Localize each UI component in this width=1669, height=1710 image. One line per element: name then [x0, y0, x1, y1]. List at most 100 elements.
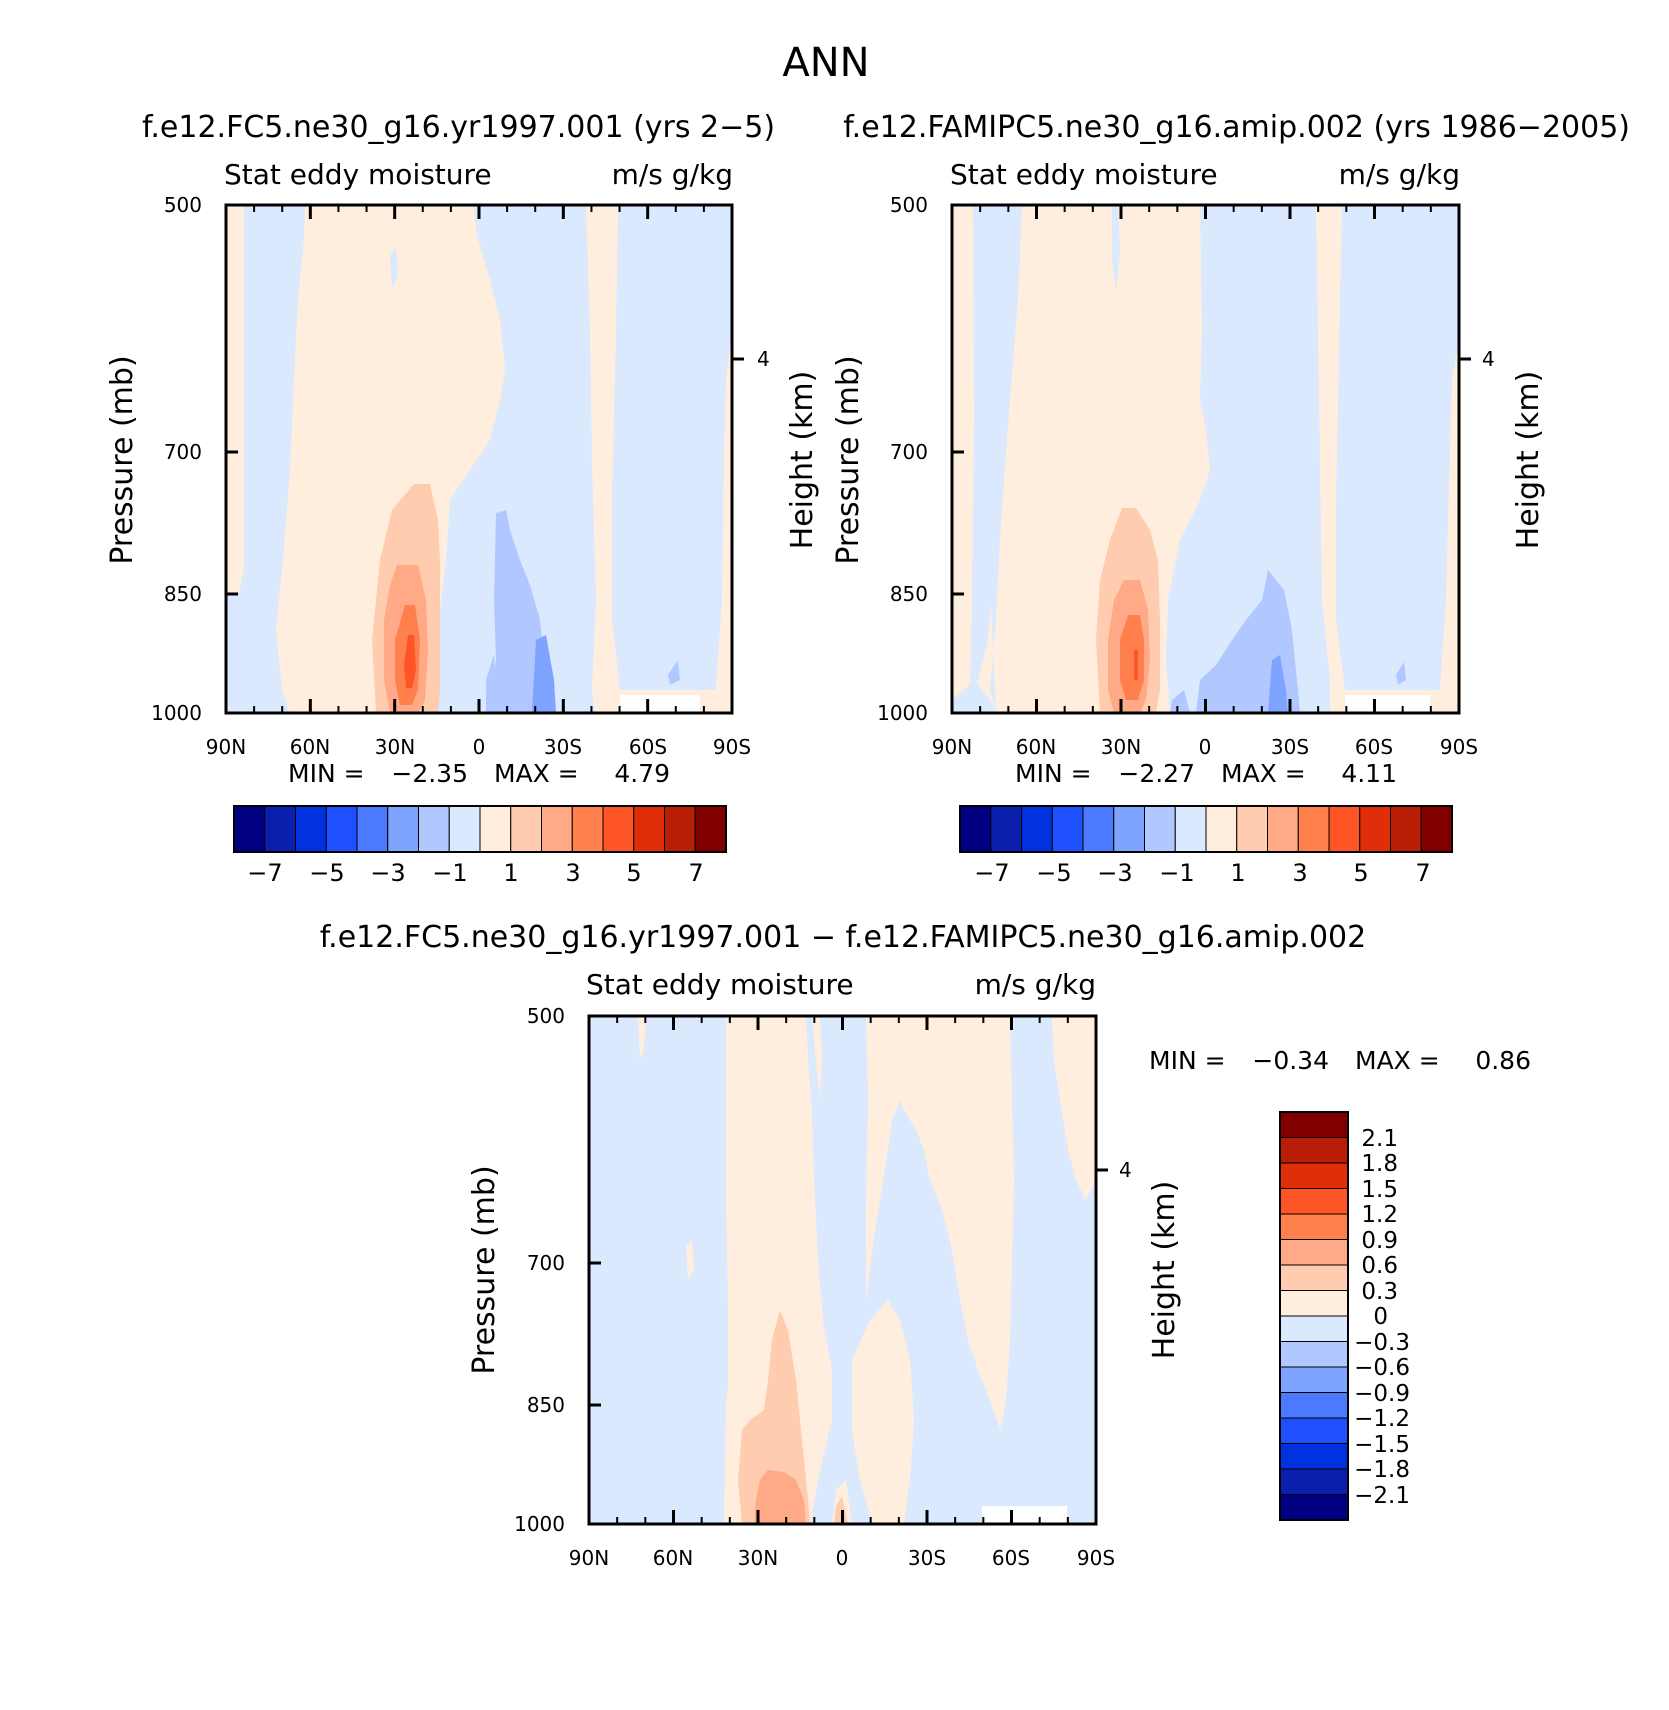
p2-cb-swatch-13 [1328, 805, 1361, 853]
p3-cb-swatch-16 [1279, 1494, 1349, 1521]
p3-cb-swatch-10 [1279, 1341, 1349, 1368]
panel-2-title: f.e12.FAMIPC5.ne30_g16.amip.002 (yrs 198… [843, 110, 1630, 145]
panel-1-ylabel-right: Height (km) [785, 371, 820, 550]
p2-band-neg-right-strip [1390, 205, 1400, 280]
p2-cb-swatch-8 [1174, 805, 1207, 853]
p2-band-neg2-speck [1396, 662, 1406, 685]
p3-cb-swatch-4 [1279, 1188, 1349, 1215]
p1-cb-swatch-3 [295, 805, 327, 853]
panel-3-y-ticks [589, 1014, 1108, 1526]
p1-xlabel-90N: 90N [206, 735, 246, 759]
p1-band-neg-left [226, 205, 305, 713]
p3-xlabel-0: 0 [836, 1546, 849, 1570]
p3-band-pos-left-strip [638, 1016, 646, 1060]
p3-cb-label-neg1.2: −1.2 [1354, 1406, 1410, 1432]
panel-3-right-subtitle: m/s g/kg [975, 968, 1096, 1001]
panel-1-colorbar [233, 805, 727, 853]
panel-2-y-ticks [952, 203, 1471, 715]
p2-cb-label-5: 1 [1230, 859, 1245, 887]
p3-xlabel-90S: 90S [1077, 1546, 1115, 1570]
p3-cb-label-1.5: 1.5 [1361, 1177, 1398, 1203]
p3-cb-swatch-15 [1279, 1468, 1349, 1495]
p2-min-value: −2.27 [1118, 759, 1195, 788]
p3-xlabel-60S: 60S [992, 1546, 1030, 1570]
p2-band-neg-left-upper [970, 205, 1022, 690]
p2-xlabel-90S: 90S [1440, 735, 1478, 759]
p1-cb-swatch-15 [664, 805, 696, 853]
panel-3-ylabel-right: Height (km) [1147, 1181, 1182, 1360]
panel-2: f.e12.FAMIPC5.ne30_g16.amip.002 (yrs 198… [831, 110, 1630, 887]
p1-ylabel-1000: 1000 [151, 701, 202, 725]
p2-cb-swatch-6 [1113, 805, 1145, 853]
p3-ylabel-850: 850 [527, 1393, 565, 1417]
p3-ylabel-500: 500 [527, 1004, 565, 1028]
p1-cb-swatch-7 [418, 805, 450, 853]
panel-2-contour-field [952, 205, 1459, 713]
p3-band-pos-far-right [1052, 1016, 1096, 1200]
panel-1-colorbar-labels: −7 −5 −3 −1 1 3 5 7 [247, 859, 703, 887]
p2-cb-swatch-1 [959, 805, 992, 853]
panel-1-y-ticks [226, 203, 744, 715]
panel-3-x-tick-labels: 90N 60N 30N 0 30S 60S 90S [569, 1546, 1115, 1570]
p2-cb-label-8: 7 [1415, 859, 1430, 887]
p1-cb-swatch-5 [356, 805, 389, 853]
p2-ylabel-500: 500 [890, 193, 928, 217]
p1-cb-label-5: 1 [503, 859, 518, 887]
panel-2-x-major-ticks [950, 205, 1461, 713]
p3-band-pos2 [754, 1470, 806, 1524]
p2-cb-outline [959, 805, 1453, 853]
p3-min-label: MIN = [1149, 1046, 1226, 1075]
panel-3-left-subtitle: Stat eddy moisture [586, 968, 854, 1001]
p1-ylabel-850: 850 [164, 582, 202, 606]
p1-xlabel-30S: 30S [544, 735, 582, 759]
p3-cb-swatch-14 [1279, 1443, 1349, 1470]
p3-cb-label-neg0.3: −0.3 [1354, 1330, 1410, 1356]
p1-cb-label-7: 5 [626, 859, 641, 887]
p1-cb-label-8: 7 [688, 859, 703, 887]
p2-cb-swatch-10 [1236, 805, 1268, 853]
p2-band-neg2-small [1170, 690, 1190, 713]
p1-cb-swatch-6 [387, 805, 419, 853]
p2-cb-swatch-5 [1082, 805, 1115, 853]
panel-3-colorbar-labels: 2.1 1.8 1.5 1.2 0.9 0.6 0.3 0 −0.3 −0.6 … [1354, 1126, 1410, 1509]
p3-xlabel-60N: 60N [653, 1546, 693, 1570]
panel-1-x-major-ticks [224, 205, 734, 713]
p1-cb-label-3: −3 [370, 859, 405, 887]
p2-cb-label-3: −3 [1097, 859, 1132, 887]
p2-cb-swatch-2 [990, 805, 1022, 853]
p3-cb-label-2.1: 2.1 [1361, 1126, 1398, 1152]
p3-right-label-4: 4 [1119, 1158, 1132, 1182]
p2-band-neg-center [1166, 205, 1330, 713]
p2-cb-label-7: 5 [1353, 859, 1368, 887]
main-title: ANN [782, 40, 869, 86]
p1-right-label-4: 4 [757, 347, 770, 371]
p2-cb-swatch-16 [1420, 805, 1453, 853]
panel-2-right-subtitle: m/s g/kg [1339, 158, 1460, 191]
p2-ylabel-700: 700 [890, 440, 928, 464]
panel-2-colorbar-labels: −7 −5 −3 −1 1 3 5 7 [974, 859, 1430, 887]
p2-xlabel-60S: 60S [1355, 735, 1393, 759]
p1-ylabel-500: 500 [164, 193, 202, 217]
p1-cb-swatch-11 [541, 805, 573, 853]
p1-band-neg2-speck [668, 660, 680, 685]
p1-cb-label-6: 3 [565, 859, 580, 887]
panel-1-left-subtitle: Stat eddy moisture [224, 158, 492, 191]
p2-cb-swatch-3 [1021, 805, 1053, 853]
p3-cb-swatch-6 [1279, 1239, 1349, 1266]
p2-min-label: MIN = [1015, 759, 1092, 788]
p3-band-pos-right [866, 1016, 1014, 1430]
panel-1: f.e12.FC5.ne30_g16.yr1997.001 (yrs 2−5) … [105, 110, 820, 887]
p1-min-value: −2.35 [391, 759, 468, 788]
panel-1-title: f.e12.FC5.ne30_g16.yr1997.001 (yrs 2−5) [142, 110, 775, 145]
p3-band-pos-thin [812, 1016, 822, 1100]
panel-2-colorbar [959, 805, 1453, 853]
p3-band-pos-lower-mid [852, 1300, 914, 1524]
p1-band-neg-speck [390, 248, 398, 290]
p1-max-label: MAX = [494, 759, 579, 788]
p3-xlabel-90N: 90N [569, 1546, 609, 1570]
p3-cb-swatch-3 [1279, 1162, 1349, 1189]
p3-min-value: −0.34 [1252, 1046, 1329, 1075]
p1-band-neg2-b [486, 655, 498, 713]
p3-cb-label-0.3: 0.3 [1361, 1279, 1398, 1305]
